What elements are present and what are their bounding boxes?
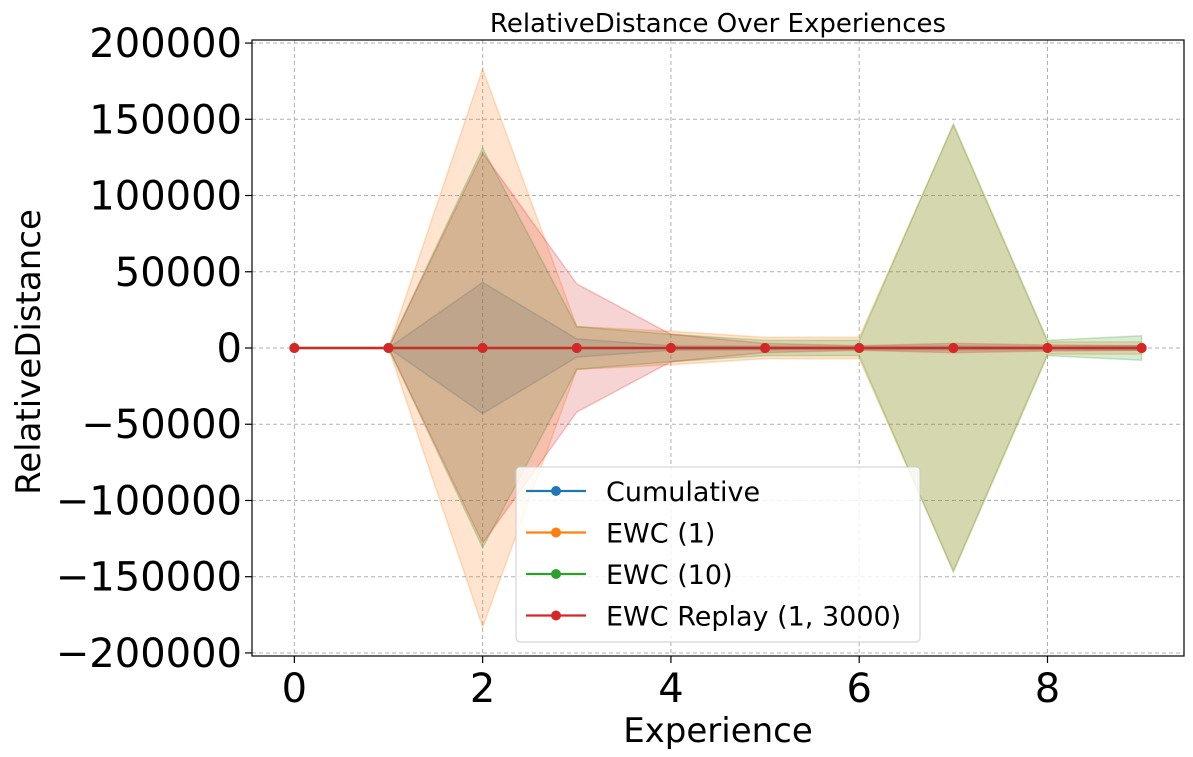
legend-box bbox=[515, 466, 921, 643]
x-axis-label: Experience bbox=[623, 711, 813, 751]
legend-label-3: EWC Replay (1, 3000) bbox=[606, 602, 901, 633]
point-series-3-7 bbox=[948, 343, 959, 353]
y-tick-label-3: 50000 bbox=[115, 250, 242, 296]
point-series-3-6 bbox=[854, 343, 865, 353]
y-tick-label-5: −50000 bbox=[81, 402, 242, 448]
point-series-3-0 bbox=[289, 343, 300, 353]
chart-title: RelativeDistance Over Experiences bbox=[490, 9, 946, 39]
y-tick-label-2: 100000 bbox=[89, 174, 242, 220]
x-tick-label-2: 4 bbox=[658, 666, 683, 712]
x-tick-label-3: 6 bbox=[846, 666, 871, 712]
y-axis-ticks: 200000 150000 100000 50000 0 −50000 −100000 −15… bbox=[56, 21, 252, 677]
x-tick-label-0: 0 bbox=[282, 666, 307, 712]
point-series-3-5 bbox=[760, 343, 771, 353]
legend: Cumulative EWC (1) EWC (10) EWC Replay (1, … bbox=[515, 466, 921, 643]
y-tick-label-6: −100000 bbox=[56, 478, 242, 524]
legend-marker-0 bbox=[551, 486, 561, 496]
y-tick-label-1: 150000 bbox=[89, 97, 242, 143]
point-series-3-9 bbox=[1136, 343, 1147, 353]
legend-label-0: Cumulative bbox=[606, 477, 760, 508]
y-tick-label-7: −150000 bbox=[56, 555, 242, 601]
series-lines bbox=[289, 343, 1147, 353]
x-axis-ticks: 0 2 4 6 8 bbox=[282, 656, 1060, 712]
y-axis-label: RelativeDistance bbox=[9, 209, 49, 495]
x-tick-label-1: 2 bbox=[470, 666, 495, 712]
legend-marker-3 bbox=[551, 610, 561, 621]
legend-marker-1 bbox=[551, 527, 561, 538]
legend-label-2: EWC (10) bbox=[606, 560, 733, 591]
y-tick-label-0: 200000 bbox=[89, 21, 242, 67]
point-series-3-3 bbox=[571, 343, 582, 353]
x-tick-label-4: 8 bbox=[1035, 666, 1060, 712]
point-series-3-1 bbox=[383, 343, 394, 353]
y-tick-label-4: 0 bbox=[217, 326, 242, 372]
point-series-3-4 bbox=[665, 343, 676, 353]
point-series-3-8 bbox=[1042, 343, 1053, 353]
legend-label-1: EWC (1) bbox=[606, 519, 715, 550]
point-series-3-2 bbox=[477, 343, 488, 353]
y-tick-label-8: −200000 bbox=[56, 631, 242, 677]
legend-marker-2 bbox=[551, 569, 561, 579]
